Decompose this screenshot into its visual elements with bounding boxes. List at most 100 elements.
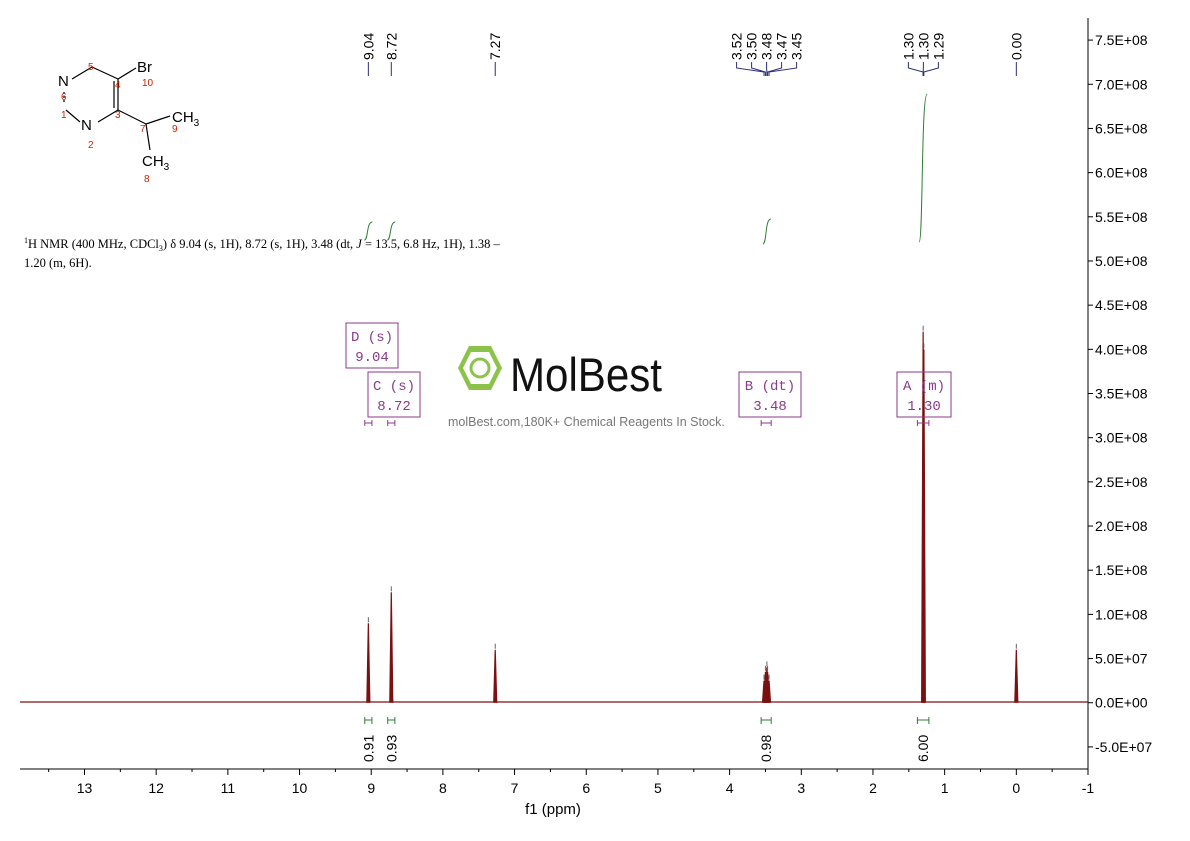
y-tick-label: 5.5E+08 xyxy=(1095,209,1148,225)
integral-curve xyxy=(762,218,772,245)
spectrum-peak xyxy=(389,592,394,703)
integral-group: 0.91 0.93 0.98 6.00 xyxy=(360,93,931,762)
y-axis-ticks: -5.0E+07 0.0E+00 5.0E+07 1.0E+08 1.5E+08 2.0E… xyxy=(1088,32,1152,755)
multiplet-label: C (s) xyxy=(373,379,415,395)
multiplet-range xyxy=(760,420,772,426)
peak-label-group: 9.04 8.72 7.27 3.52 3.50 3.48 3.47 3.45 1.30 1.30… xyxy=(360,33,1024,76)
atom-ch3-right-ch: CH xyxy=(172,109,194,126)
peak-shift-label: 1.30 xyxy=(915,33,931,60)
peak-label-leader xyxy=(923,62,939,76)
multiplet-label: D (s) xyxy=(351,330,393,346)
integral-curve xyxy=(918,93,928,243)
multiplet-label: A (m) xyxy=(903,379,945,395)
atom-number-7: 7 xyxy=(140,124,146,135)
description-line1-b: ) δ 9.04 (s, 1H), 8.72 (s, 1H), 3.48 (dt… xyxy=(163,237,356,251)
y-tick-label: 5.0E+07 xyxy=(1095,651,1148,667)
x-tick-label: 9 xyxy=(367,780,375,796)
spectrum-peak xyxy=(921,349,926,703)
y-tick-label: 6.5E+08 xyxy=(1095,120,1148,136)
multiplet-range xyxy=(387,420,396,426)
y-tick-label: 1.0E+08 xyxy=(1095,606,1148,622)
integral-bracket xyxy=(916,717,930,724)
molecule-structure xyxy=(63,66,171,151)
y-tick-label: 1.5E+08 xyxy=(1095,562,1148,578)
x-tick-label: 3 xyxy=(797,780,805,796)
atom-number-1: 1 xyxy=(61,110,67,121)
peak-shift-label: 1.30 xyxy=(900,33,916,60)
multiplet-shift: 1.30 xyxy=(907,399,941,415)
x-tick-label: 12 xyxy=(148,780,164,796)
y-tick-label: 7.5E+08 xyxy=(1095,32,1148,48)
multiplet-shift: 9.04 xyxy=(355,350,389,366)
atom-number-5: 5 xyxy=(88,62,94,73)
y-tick-label: 3.5E+08 xyxy=(1095,386,1148,402)
peak-label-leader xyxy=(907,62,924,76)
peak-label-leader xyxy=(767,62,783,76)
peak-shift-label: 8.72 xyxy=(383,33,399,60)
atom-ch3-bottom-ch: CH xyxy=(142,153,164,170)
description-line2: 1.20 (m, 6H). xyxy=(24,256,92,270)
atom-number-3: 3 xyxy=(115,110,121,121)
multiplet-shift: 3.48 xyxy=(753,399,787,415)
x-tick-label: 8 xyxy=(439,780,447,796)
x-tick-label: -1 xyxy=(1082,780,1095,796)
atom-br: Br xyxy=(137,59,152,76)
x-tick-label: 10 xyxy=(292,780,308,796)
y-tick-label: 7.0E+08 xyxy=(1095,76,1148,92)
integral-bracket xyxy=(387,717,396,724)
atom-ch3-right-sub: 3 xyxy=(194,118,200,129)
x-tick-label: 11 xyxy=(221,780,236,796)
integral-bracket xyxy=(760,717,772,724)
y-tick-label: 4.0E+08 xyxy=(1095,341,1148,357)
peak-label-leader xyxy=(768,62,798,76)
benzene-logo-icon xyxy=(458,346,502,390)
svg-text:1H NMR (400 MHz, CDCl3) δ 9.04: 1H NMR (400 MHz, CDCl3) δ 9.04 (s, 1H), … xyxy=(24,236,501,253)
description-j: J xyxy=(356,237,363,251)
y-tick-label: 2.0E+08 xyxy=(1095,518,1148,534)
x-tick-label: 2 xyxy=(869,780,877,796)
integral-value: 6.00 xyxy=(915,735,931,762)
spectrum-peak xyxy=(493,649,498,703)
x-axis-ticks: 13 12 11 10 9 8 7 6 5 4 3 2 1 0 -1 xyxy=(48,769,1095,796)
atom-number-2: 2 xyxy=(88,140,94,151)
watermark-brand: MolBest xyxy=(510,348,662,401)
description-superscript: 1 xyxy=(24,236,28,245)
description-line1-a: H NMR (400 MHz, CDCl xyxy=(28,237,159,251)
peak-shift-label: 3.47 xyxy=(774,33,790,60)
atom-n-bottom: N xyxy=(81,117,92,134)
multiplet-box xyxy=(738,371,802,418)
x-tick-label: 5 xyxy=(654,780,662,796)
atom-number-8: 8 xyxy=(144,174,150,185)
atom-number-6: 6 xyxy=(61,92,67,103)
molecule-labels: N Br N CH3 CH3 5 4 10 6 1 3 7 9 2 8 xyxy=(58,59,200,185)
spectrum-peak xyxy=(1014,649,1019,703)
x-tick-label: 0 xyxy=(1012,780,1020,796)
y-tick-label: 3.0E+08 xyxy=(1095,430,1148,446)
multiplet-box-group: D (s) 9.04 C (s) 8.72 B (dt) 3.48 A (m) 1.30 xyxy=(345,322,952,426)
multiplet-shift: 8.72 xyxy=(377,399,411,415)
peak-label-leader xyxy=(736,62,765,76)
spectrum-peak xyxy=(766,680,772,703)
atom-ch3-bottom: CH3 xyxy=(142,153,170,173)
y-tick-label: -5.0E+07 xyxy=(1095,739,1152,755)
integral-curve xyxy=(364,221,373,241)
y-tick-label: 6.0E+08 xyxy=(1095,165,1148,181)
x-tick-label: 1 xyxy=(941,780,949,796)
multiplet-range xyxy=(916,420,930,426)
x-tick-label: 4 xyxy=(726,780,734,796)
integral-curve xyxy=(387,221,396,241)
peak-shift-label: 3.45 xyxy=(789,33,805,60)
integral-value: 0.98 xyxy=(758,735,774,762)
peak-shift-label: 9.04 xyxy=(360,33,376,60)
molbest-watermark: MolBest molBest.com,180K+ Chemical Reage… xyxy=(448,346,725,429)
peak-shift-label: 3.52 xyxy=(729,33,745,60)
multiplet-box xyxy=(345,322,399,369)
peak-shift-label: 3.50 xyxy=(744,33,760,60)
x-tick-label: 7 xyxy=(511,780,519,796)
description-subscript: 3 xyxy=(159,244,163,253)
atom-ch3-bottom-sub: 3 xyxy=(164,162,170,173)
y-tick-label: 2.5E+08 xyxy=(1095,474,1148,490)
multiplet-range xyxy=(364,420,373,426)
multiplet-box xyxy=(896,371,952,418)
